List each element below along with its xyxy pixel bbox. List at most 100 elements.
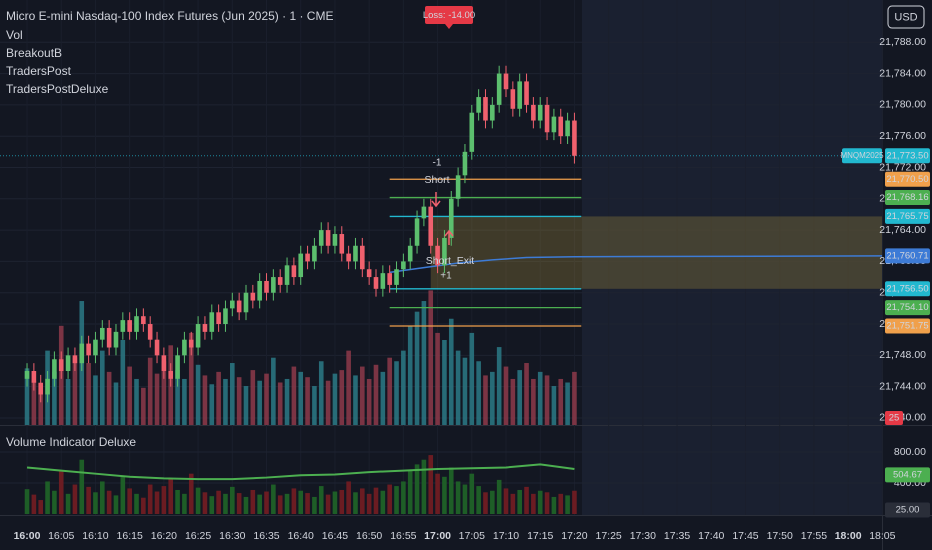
x-tick-label: 16:00 [14,530,41,542]
candle-body [271,277,276,293]
level-badge-label: 21,751.75 [886,321,928,332]
candle-body [264,280,269,293]
indicator-bar [510,493,516,514]
x-tick-label: 16:15 [117,530,143,542]
volume-bar [428,290,434,425]
candle-body [435,245,440,266]
indicator-badge-label: 25.00 [896,505,920,516]
x-tick-label: 17:05 [459,530,485,542]
indicator-bar [291,488,297,514]
y-tick-label: 21,772.00 [879,161,926,173]
y-tick-label: 21,784.00 [879,67,926,79]
x-tick-label: 16:10 [82,530,108,542]
candle-body [141,316,146,325]
indicator-bar [243,496,249,514]
candle-body [551,116,557,133]
indicator-bar [503,488,509,514]
volume-bar [442,340,447,425]
level-badge [885,171,930,187]
candle-body [223,308,228,325]
candle-body [45,378,50,395]
candle-body [339,234,345,254]
volume-bar [435,332,440,425]
volume-bar [141,387,146,425]
candle-body [250,292,256,301]
indicator-bar [113,495,119,514]
x-tick-label: 17:45 [732,530,758,542]
candle-body [469,112,475,152]
indicator-bar [99,481,105,514]
x-tick-label: 17:00 [424,530,451,542]
loss-label: Loss: -14.00 [423,10,475,21]
candle-body [188,339,194,348]
level-badge-label: 21,756.50 [886,283,928,294]
x-tick-label: 16:25 [185,530,211,542]
indicator-bar [469,473,475,514]
indicator-bar [188,473,194,514]
candle-body [332,234,338,246]
plot [0,41,883,514]
candle-body [394,269,399,285]
indicator-bar [435,473,440,514]
candle-body [572,120,577,156]
volume-bar [394,361,399,425]
level-badge-label: 21,770.50 [886,174,928,185]
candle-body [366,269,372,278]
trade-qty: +1 [440,271,452,282]
level-badge-label: 21,768.16 [886,192,928,203]
currency-button[interactable] [887,5,925,29]
volume-bar [339,370,345,425]
volume-bar [236,377,242,425]
candle-body [544,104,550,133]
vwap-badge [885,248,930,264]
level-badge [885,300,930,316]
volume-bar [106,371,112,425]
volume-bar [284,378,290,425]
indicator-bar [216,490,221,514]
x-tick-label: 16:50 [356,530,382,542]
indicator-bar [353,492,358,514]
indicator-bar [551,496,557,514]
indicator-name: TradersPost [6,64,72,78]
candle-body [503,73,509,90]
candle-body [236,300,242,313]
indicator-bar [387,484,392,514]
candle-body [86,343,91,356]
x-tick-label: 16:20 [151,530,177,542]
indicator-bar [298,490,304,514]
volume-bar [250,370,256,425]
range-zone [430,216,882,289]
level-badge-label: 21,765.75 [886,211,928,222]
indicator-bar [407,470,413,514]
volume-bar [346,350,351,425]
volume-bar [312,386,317,425]
volume-bar [209,384,215,425]
candle-body [490,104,495,121]
volume-bar [271,357,276,425]
volume-bar [24,368,30,425]
trade-label: Short_Exit [426,255,475,267]
level-badge [885,190,930,206]
volume-bar [476,361,481,425]
candle-body [346,253,351,262]
volume-bar [72,357,78,425]
indicator-bar [558,493,564,514]
y-tick-label: 21,744.00 [879,380,926,392]
volume-bar [230,363,235,425]
indicator-bar [250,489,256,514]
indicator-bar [428,455,434,514]
volume-bar [366,378,372,425]
volume-bar [120,340,126,425]
volume-bar [188,332,194,425]
currency[interactable]: USD [894,11,917,23]
volume-bar [496,347,502,425]
indicator-bar [318,486,324,514]
symbol-badge [842,148,882,164]
candle-body [195,324,201,348]
indicator-line [26,463,575,481]
volume-bar [127,366,132,425]
indicator-bar [373,487,379,514]
indicator-bar [182,493,187,514]
indicator-bar [147,484,153,514]
x-tick-label: 18:00 [835,530,862,542]
